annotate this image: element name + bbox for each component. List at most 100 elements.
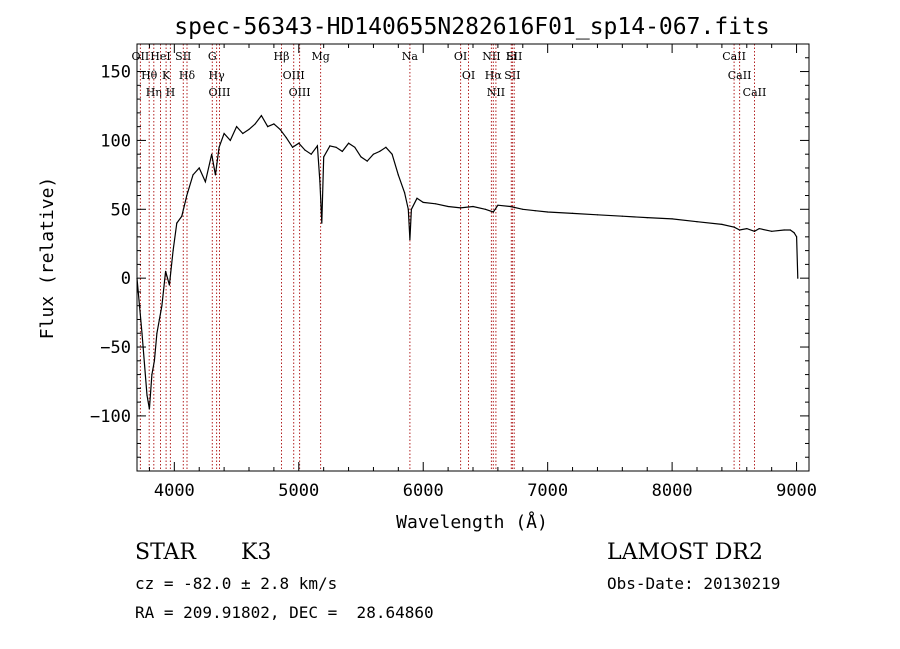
- spectrum-point: [522, 208, 524, 210]
- spectrum-point: [416, 197, 418, 199]
- spectrum-point: [181, 215, 183, 217]
- spectral-line-label: OIII: [208, 86, 230, 99]
- x-tick-label: 8000: [652, 481, 693, 501]
- chart-title: spec-56343-HD140655N282616F01_sp14-067.f…: [174, 14, 769, 40]
- spectrum-point: [148, 408, 150, 410]
- y-tick-label: 150: [100, 63, 131, 83]
- spectrum-point: [385, 146, 387, 148]
- spectrum-point: [646, 217, 648, 219]
- spectrum-point: [304, 149, 306, 151]
- spectrum-point: [572, 212, 574, 214]
- spectrum-point: [671, 218, 673, 220]
- spectral-line-label: Hθ: [141, 69, 158, 82]
- spectrum-point: [285, 137, 287, 139]
- x-tick-label: 9000: [776, 481, 817, 501]
- spectral-line-label: K: [162, 69, 171, 82]
- spectrum-point: [797, 277, 799, 279]
- spectrum-point: [310, 153, 312, 155]
- spectral-line-label: Hη: [146, 86, 162, 99]
- spectrum-point: [534, 210, 536, 212]
- spectrum-point: [192, 174, 194, 176]
- spectrum-point: [484, 208, 486, 210]
- spectrum-point: [236, 126, 238, 128]
- spectrum-point: [696, 221, 698, 223]
- spectrum-point: [156, 332, 158, 334]
- spectrum-point: [422, 201, 424, 203]
- spectrum-point: [335, 146, 337, 148]
- spectrum-point: [223, 132, 225, 135]
- y-axis: −100 −50 0 50 100 150: [90, 43, 809, 472]
- object-class: STAR: [135, 540, 196, 565]
- plot-frame: [136, 43, 810, 472]
- spectrum-point: [341, 150, 343, 152]
- spectrum-point: [211, 153, 213, 155]
- spectrum-point: [204, 181, 206, 183]
- spectrum-point: [435, 203, 437, 205]
- spectrum-point: [161, 305, 163, 307]
- spectrum-point: [391, 153, 393, 155]
- y-tick-label: 50: [111, 200, 131, 220]
- spectrum-point: [354, 146, 356, 148]
- x-tick-label: 6000: [403, 481, 444, 501]
- spectrum-point: [248, 128, 250, 130]
- spectral-line-label: NII: [482, 50, 500, 63]
- spectrum-point: [509, 205, 511, 208]
- spectrum-point: [198, 167, 200, 169]
- spectrum-point: [472, 205, 474, 208]
- x-axis: 4000 5000 6000 7000 8000 9000: [148, 44, 817, 501]
- y-tick-label: −100: [90, 407, 131, 427]
- spectrum-point: [292, 146, 294, 148]
- spectrum-point: [621, 215, 623, 217]
- x-tick-label: 7000: [527, 481, 568, 501]
- spectrum-point: [758, 228, 760, 230]
- survey-name: LAMOST DR2: [607, 540, 763, 565]
- spectral-line-label: G: [208, 50, 217, 63]
- spectrum-point: [242, 132, 244, 135]
- observation-date: Obs-Date: 20130219: [607, 574, 781, 593]
- spectrum-line: [136, 114, 799, 410]
- spectrum-point: [789, 229, 791, 231]
- spectrum-point: [186, 194, 188, 197]
- spectrum-point: [254, 123, 256, 125]
- spectrum-point: [379, 150, 381, 152]
- spectrum-point: [397, 174, 399, 176]
- spectrum-point: [460, 207, 462, 209]
- spectrum-point: [229, 139, 231, 141]
- spectral-line-label: OIII: [289, 86, 311, 99]
- spectral-line-label: Hδ: [179, 69, 196, 82]
- spectrum-point: [733, 226, 735, 228]
- spectral-line-label: SII: [506, 50, 522, 63]
- spectral-line-markers: OII Hθ Hη HeI KH SII Hδ G Hγ OIII Hβ OIII OIII Mg Na OI…: [132, 44, 766, 471]
- spectrum-point: [158, 318, 160, 321]
- spectral-line-label: H: [166, 86, 176, 99]
- spectrum-point: [739, 229, 741, 231]
- spectrum-point: [547, 211, 549, 213]
- spectrum-point: [298, 142, 300, 144]
- spectrum-point: [151, 374, 153, 376]
- spectrum-point: [165, 270, 167, 272]
- spectrum-point: [407, 208, 409, 210]
- spectrum-point: [410, 208, 412, 210]
- spectrum-point: [497, 204, 499, 206]
- spectrum-point: [260, 115, 262, 117]
- x-axis-label: Wavelength (Å): [396, 511, 548, 533]
- x-tick-label: 5000: [278, 481, 319, 501]
- spectrum-point: [753, 230, 756, 232]
- spectrum-point: [168, 284, 170, 286]
- redshift-velocity: cz = -82.0 ± 2.8 km/s: [135, 574, 338, 593]
- spectrum-point: [746, 228, 748, 230]
- spectrum-point: [153, 360, 155, 362]
- spectrum-point: [267, 126, 269, 128]
- spectrum-point: [321, 222, 323, 224]
- spectral-line-label: NII: [487, 86, 505, 99]
- spectral-line-label: Hβ: [274, 50, 290, 63]
- spectrum-point: [372, 153, 374, 155]
- spectral-line-label: Hγ: [209, 69, 226, 82]
- spectrum-point: [721, 223, 723, 225]
- x-tick-label: 4000: [154, 481, 195, 501]
- spectrum-point: [141, 332, 143, 334]
- spectrum-point: [218, 146, 220, 148]
- spectral-line-label: HeI: [150, 50, 170, 63]
- spectrum-point: [796, 236, 798, 238]
